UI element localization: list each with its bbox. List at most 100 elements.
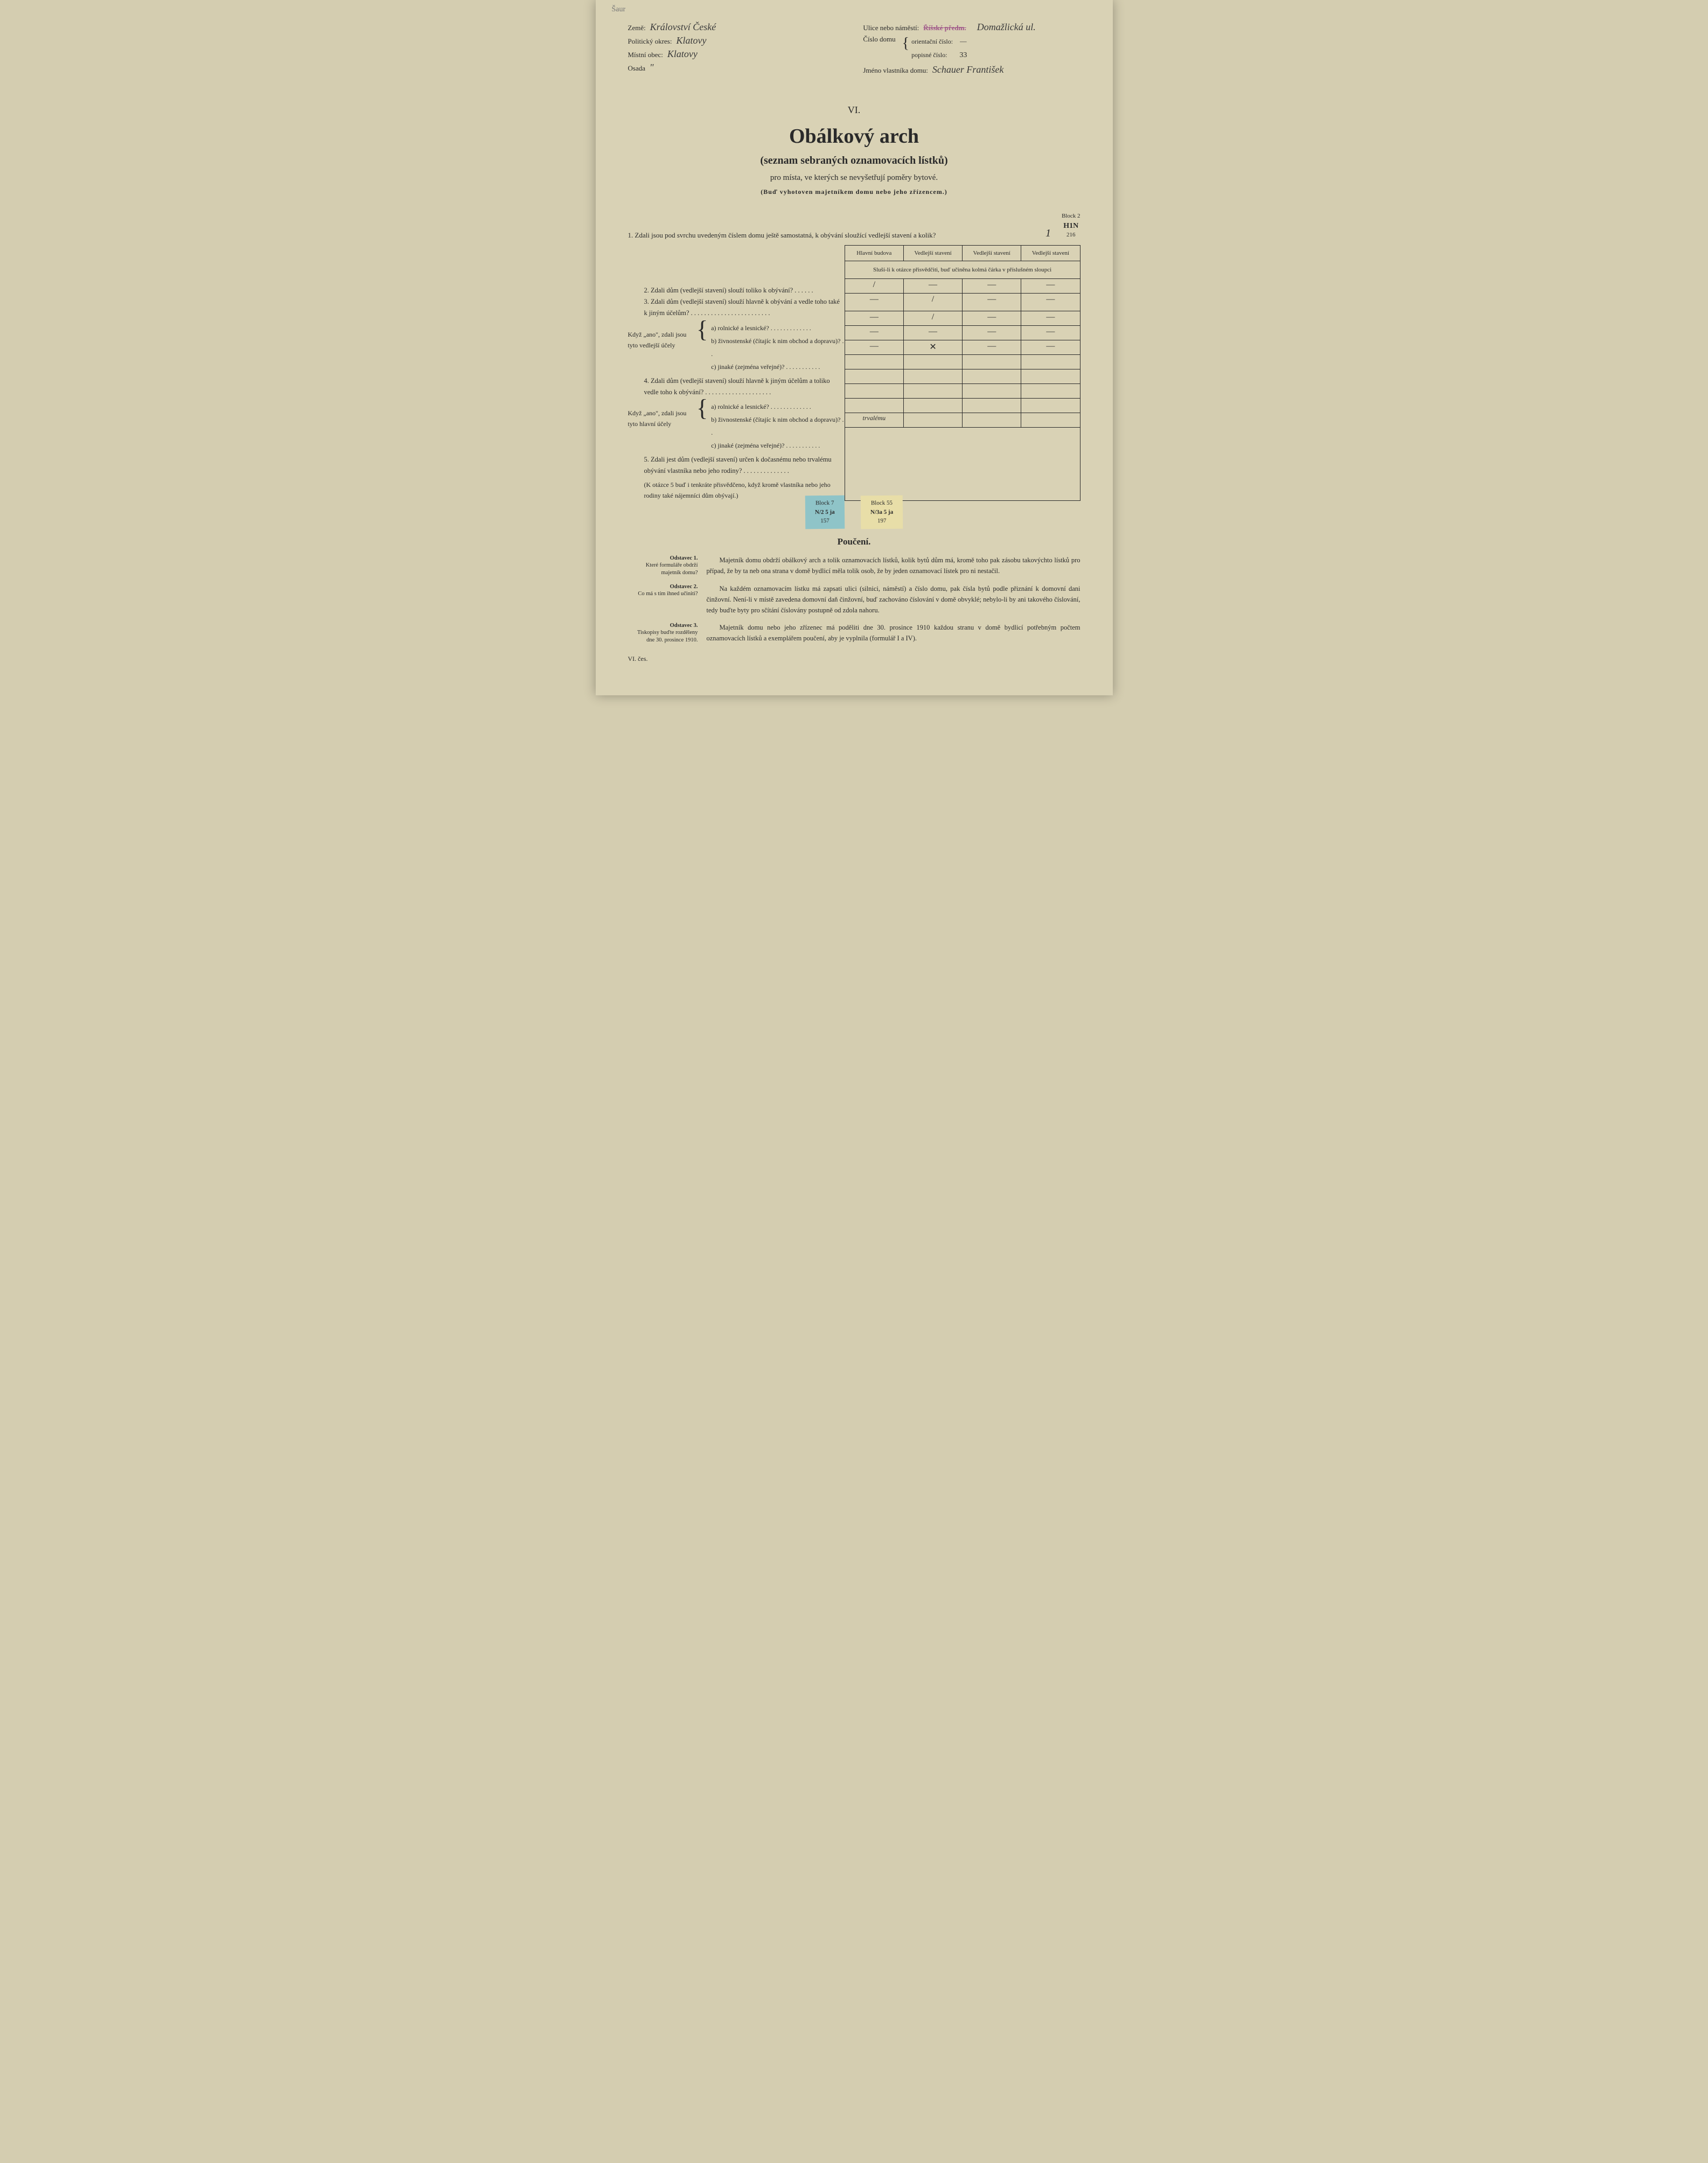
title-main: Obálkový arch xyxy=(628,124,1080,148)
pouceni-row-2: Odstavec 2. Co má s tím ihned učiniti? N… xyxy=(628,583,1080,616)
sub2-a: a) rolnické a lesnické? . . . . . . . . … xyxy=(711,400,845,413)
q1-text: 1. Zdali jsou pod svrchu uvedeným číslem… xyxy=(628,231,1035,240)
popisne-value: 33 xyxy=(959,51,967,59)
p3-side: Tiskopisy buďte rozděleny dne 30. prosin… xyxy=(637,630,698,643)
p1-side: Které formuláře obdrží majetník domu? xyxy=(646,562,698,576)
sub1-a: a) rolnické a lesnické? . . . . . . . . … xyxy=(711,322,845,334)
grid-body: /————/———/———————✕——trvalému xyxy=(845,279,1080,428)
title-sub3: (Buď vyhotoven majetníkem domu nebo jeho… xyxy=(628,188,1080,196)
block2-code: H1N xyxy=(1062,221,1080,232)
sub1-b: b) živnostenské (čítajíc k nim obchod a … xyxy=(711,334,845,360)
grid-row xyxy=(845,369,1080,384)
sticker-num: 157 xyxy=(815,517,835,526)
grid-cell xyxy=(1021,369,1079,383)
grid-cell: — xyxy=(845,294,904,311)
grid-row: —/—— xyxy=(845,294,1080,311)
grid-cell: — xyxy=(963,294,1021,311)
grid-cell: / xyxy=(904,294,963,311)
sub2-label: Když „ano", zdali jsou tyto hlavní účely xyxy=(628,400,697,452)
grid-cell xyxy=(904,413,963,427)
grid-cell: — xyxy=(845,340,904,354)
grid-cell: / xyxy=(904,311,963,325)
block2-num: 216 xyxy=(1062,231,1080,239)
grid-cell xyxy=(904,399,963,413)
sub1-label: Když „ano", zdali jsou tyto vedlejší úče… xyxy=(628,322,697,373)
p3-side-b: Odstavec 3. xyxy=(628,622,698,630)
p2-text: Na každém oznamovacím lístku má zapsati … xyxy=(707,583,1080,616)
okres-label: Politický okres: xyxy=(628,37,672,46)
grid-cell: — xyxy=(904,279,963,293)
sticker-block: Block 7 xyxy=(815,499,835,508)
q5-text: 5. Zdali jest dům (vedlejší stavení) urč… xyxy=(628,454,845,477)
grid-header: Vedlejší stavení xyxy=(1021,246,1079,261)
grid-row: trvalému xyxy=(845,413,1080,428)
grid-cell xyxy=(1021,384,1079,398)
grid-row xyxy=(845,384,1080,399)
q1-row: 1. Zdali jsou pod svrchu uvedeným číslem… xyxy=(628,212,1080,239)
block2-top: Block 2 xyxy=(1062,212,1080,220)
zeme-value: Království České xyxy=(650,22,716,33)
grid-cell xyxy=(904,384,963,398)
ulice-value: Domažlická ul. xyxy=(977,22,1036,33)
brace-icon: { xyxy=(902,35,909,52)
grid-cell: — xyxy=(904,326,963,340)
grid-cell xyxy=(845,369,904,383)
pouceni-row-3: Odstavec 3. Tiskopisy buďte rozděleny dn… xyxy=(628,622,1080,644)
sticker-num: 197 xyxy=(870,517,893,526)
sticker-frac: N/2 xyxy=(815,509,824,515)
sticker-code: 5 ja xyxy=(883,509,893,515)
p1-text: Majetník domu obdrží obálkový arch a tol… xyxy=(707,555,1080,577)
block2-label: Block 2 H1N 216 xyxy=(1062,212,1080,239)
title-sub1: (seznam sebraných oznamovacích lístků) xyxy=(628,155,1080,167)
sticker-frac: N/3a xyxy=(870,509,882,515)
p3-text: Majetník domu nebo jeho zřízenec má podě… xyxy=(707,622,1080,644)
grid-header-row: Hlavní budova Vedlejší stavení Vedlejší … xyxy=(845,246,1080,261)
sticker-code: 5 ja xyxy=(825,509,835,515)
sub1-c: c) jinaké (zejména veřejné)? . . . . . .… xyxy=(711,360,845,373)
margin-annotation: Šaur xyxy=(612,5,626,14)
pouceni-row-1: Odstavec 1. Které formuláře obdrží majet… xyxy=(628,555,1080,577)
ulice-label: Ulice nebo náměstí: xyxy=(863,24,919,32)
grid-row: ———— xyxy=(845,326,1080,340)
grid-cell xyxy=(963,355,1021,369)
grid-header: Hlavní budova xyxy=(845,246,904,261)
ulice-stamp: Říšské předm. xyxy=(923,24,966,32)
grid-cell xyxy=(963,384,1021,398)
vlastnik-label: Jméno vlastníka domu: xyxy=(863,66,928,75)
header-right: Ulice nebo náměstí: Říšské předm. Domažl… xyxy=(863,22,1080,78)
grid-cell xyxy=(963,369,1021,383)
grid-cell: — xyxy=(963,279,1021,293)
grid-cell: — xyxy=(1021,294,1079,311)
grid-cell: — xyxy=(963,340,1021,354)
grid-row: —✕—— xyxy=(845,340,1080,355)
osada-label: Osada xyxy=(628,64,646,73)
grid-cell xyxy=(904,355,963,369)
grid-cell: — xyxy=(963,311,1021,325)
answer-grid: Hlavní budova Vedlejší stavení Vedlejší … xyxy=(845,245,1080,501)
grid-cell: — xyxy=(1021,326,1079,340)
grid-cell xyxy=(845,384,904,398)
grid-cell xyxy=(845,399,904,413)
sticker-yellow: Block 55 N/3a 5 ja 197 xyxy=(860,496,903,529)
grid-cell: — xyxy=(963,326,1021,340)
grid-row: —/—— xyxy=(845,311,1080,326)
orient-label: orientační číslo: xyxy=(911,38,953,45)
grid-cell: — xyxy=(1021,279,1079,293)
cislo-label: Číslo domu xyxy=(863,35,895,44)
grid-cell: — xyxy=(1021,340,1079,354)
grid-cell xyxy=(963,399,1021,413)
sub2-b: b) živnostenské (čítajíc k nim obchod a … xyxy=(711,413,845,439)
zeme-label: Země: xyxy=(628,24,646,32)
main-table: 2. Zdali dům (vedlejší stavení) slouží t… xyxy=(628,245,1080,501)
grid-cell xyxy=(1021,399,1079,413)
grid-cell: — xyxy=(845,311,904,325)
grid-row: /——— xyxy=(845,279,1080,294)
okres-value: Klatovy xyxy=(676,35,706,46)
p2-side-b: Odstavec 2. xyxy=(628,583,698,591)
grid-cell: — xyxy=(1021,311,1079,325)
orient-value: — xyxy=(960,38,966,46)
p1-side-b: Odstavec 1. xyxy=(628,555,698,562)
title-block: VI. Obálkový arch (seznam sebraných ozna… xyxy=(628,104,1080,196)
grid-header: Vedlejší stavení xyxy=(963,246,1021,261)
sub2-c: c) jinaké (zejména veřejné)? . . . . . .… xyxy=(711,439,845,452)
